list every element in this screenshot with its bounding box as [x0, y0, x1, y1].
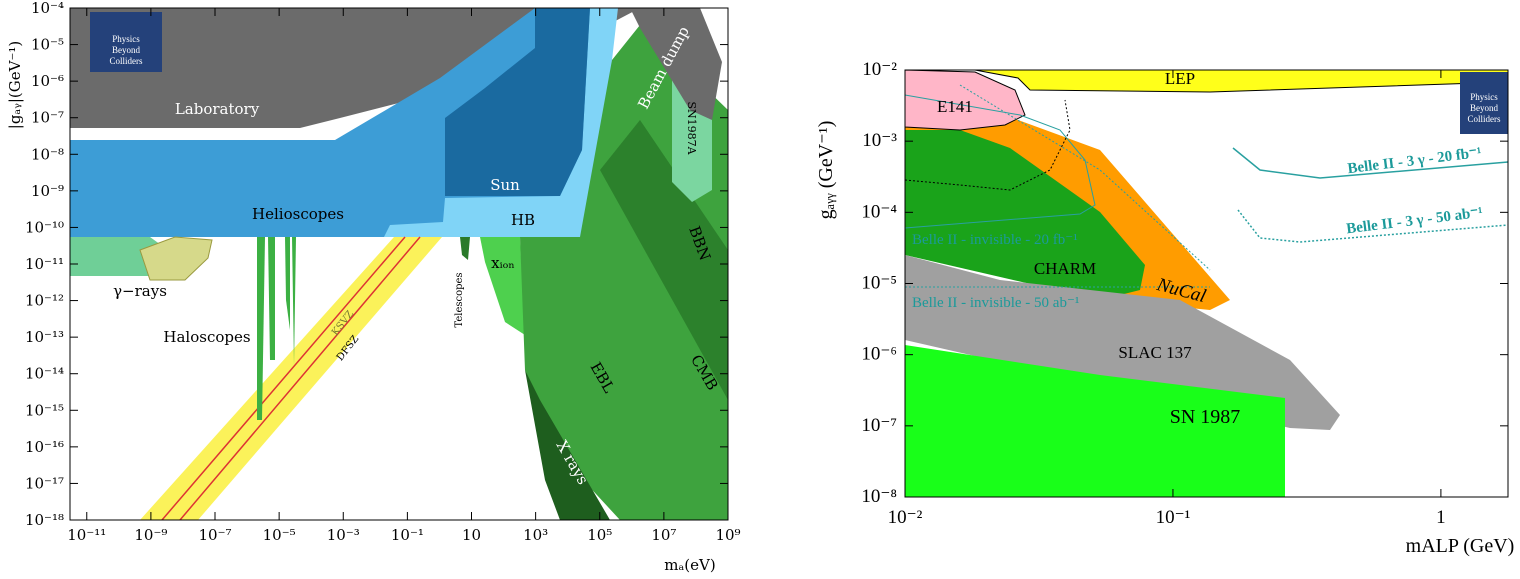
- y-tick-label: 10⁻¹⁵: [25, 401, 64, 419]
- haloscope-region: [268, 237, 275, 360]
- belle-3gamma-50-line: [1237, 209, 1509, 243]
- e141-region: [904, 69, 1026, 131]
- y-tick-label: 10⁻⁷: [861, 415, 897, 436]
- x-tick-label: 10⁵: [587, 526, 612, 544]
- y-tick-label: 10⁻⁵: [31, 36, 64, 54]
- sn1987-region: [905, 345, 1285, 497]
- left-chart: Physics Beyond Colliders Laboratory Heli…: [6, 0, 741, 574]
- y-tick-label: 10⁻⁴: [861, 201, 897, 222]
- annotation: LEP: [1165, 69, 1195, 88]
- y-tick-label: 10⁻¹⁷: [25, 474, 64, 492]
- y-tick-label: 10⁻⁶: [31, 72, 64, 90]
- x-tick-label: 10⁻¹: [1156, 507, 1191, 528]
- logo-text: Colliders: [1468, 114, 1501, 124]
- x-axis-label: mₐ(eV): [664, 556, 715, 574]
- charm-region: [905, 130, 1145, 300]
- y-tick-label: 10⁻⁷: [31, 109, 64, 127]
- x-tick-label: 10⁻¹: [391, 526, 424, 544]
- x-tick-label: 10⁻⁷: [198, 526, 231, 544]
- annotation: Laboratory: [175, 100, 260, 118]
- y-tick-label: 10⁻¹³: [25, 328, 64, 346]
- logo-text: Beyond: [1470, 103, 1498, 113]
- annotation: CHARM: [1034, 259, 1096, 278]
- annotation: γ−rays: [113, 282, 167, 300]
- annotation: HB: [511, 211, 535, 229]
- y-tick-label: 10⁻¹¹: [25, 255, 64, 273]
- annotation: Belle II - 3 γ - 50 ab⁻¹: [1345, 205, 1483, 238]
- annotation: SLAC 137: [1118, 343, 1192, 362]
- y-axis-label: |gₐᵧ|(GeV⁻¹): [6, 41, 24, 129]
- x-tick-label: 1: [1436, 507, 1446, 528]
- x-tick-label: 10⁷: [651, 526, 676, 544]
- annotation: E141: [937, 97, 973, 116]
- y-tick-label: 10⁻¹⁴: [25, 365, 64, 383]
- y-tick-label: 10⁻¹²: [25, 292, 64, 310]
- annotation: Belle II - 3 γ - 20 fb⁻¹: [1347, 145, 1483, 177]
- belle-3gamma-20-line: [1232, 147, 1509, 179]
- y-tick-label: 10⁻⁹: [31, 182, 64, 200]
- x-tick-label: 10⁹: [715, 526, 740, 544]
- annotation: Belle II - invisible - 20 fb⁻¹: [912, 232, 1078, 248]
- haloscope-region: [285, 237, 290, 330]
- right-chart: Physics Beyond Colliders LEP E141 Belle …: [815, 59, 1514, 557]
- ksvz-line: [179, 236, 421, 521]
- y-tick-label: 10⁻⁸: [31, 145, 64, 163]
- xion-region: [480, 237, 525, 335]
- logo-text: Colliders: [110, 56, 143, 66]
- logo-text: Physics: [1470, 92, 1498, 102]
- logo-text: Beyond: [112, 45, 140, 55]
- y-tick-label: 10⁻¹⁸: [25, 511, 64, 529]
- y-tick-label: 10⁻¹⁰: [25, 218, 64, 236]
- x-tick-label: 10⁻⁹: [134, 526, 167, 544]
- qcd-axion-band: [140, 237, 442, 520]
- annotation: xᵢₒₙ: [491, 254, 515, 272]
- x-axis-label: mALP (GeV): [1406, 535, 1515, 557]
- y-tick-label: 10⁻⁵: [861, 273, 897, 294]
- annotation: SN1987A: [685, 101, 698, 155]
- y-axis-label: gₐᵧᵧ (GeV⁻¹): [815, 121, 837, 220]
- beam-dump-region: [630, 8, 722, 120]
- annotation: Sun: [490, 176, 520, 194]
- telescope-region: [460, 237, 470, 260]
- sun-region: [445, 8, 590, 196]
- annotation: Belle II - invisible - 50 ab⁻¹: [912, 295, 1079, 311]
- annotation: Telescopes: [454, 272, 465, 327]
- y-tick-label: 10⁻²: [862, 59, 897, 80]
- logo: [90, 12, 162, 72]
- x-tick-label: 10⁻⁵: [263, 526, 296, 544]
- x-tick-label: 10⁻³: [327, 526, 360, 544]
- cmb-band: [600, 120, 728, 400]
- y-tick-label: 10⁻¹⁶: [25, 438, 64, 456]
- y-tick-label: 10⁻⁸: [861, 486, 897, 507]
- y-tick-label: 10⁻⁴: [31, 0, 64, 17]
- x-tick-label: 10⁻¹¹: [67, 526, 106, 544]
- belle-invisible-20-line: [904, 94, 1096, 229]
- x-tick-label: 10³: [523, 526, 548, 544]
- annotation: Helioscopes: [252, 205, 344, 223]
- haloscope-region: [292, 237, 296, 365]
- logo: [1460, 72, 1508, 134]
- annotation: Haloscopes: [163, 328, 250, 346]
- x-ray-region: [525, 370, 610, 520]
- y-tick-label: 10⁻⁶: [861, 344, 897, 365]
- y-tick-label: 10⁻³: [862, 130, 897, 151]
- dfsz-line: [161, 236, 406, 521]
- logo-text: Physics: [112, 34, 140, 44]
- slac-region: [905, 255, 1340, 430]
- lep-region: [974, 69, 1509, 93]
- haloscope-region: [257, 237, 265, 420]
- annotation: SN 1987: [1170, 406, 1241, 428]
- x-tick-label: 10⁻²: [888, 507, 923, 528]
- x-tick-label: 10: [462, 526, 481, 544]
- gamma-ray-blob: [139, 236, 213, 281]
